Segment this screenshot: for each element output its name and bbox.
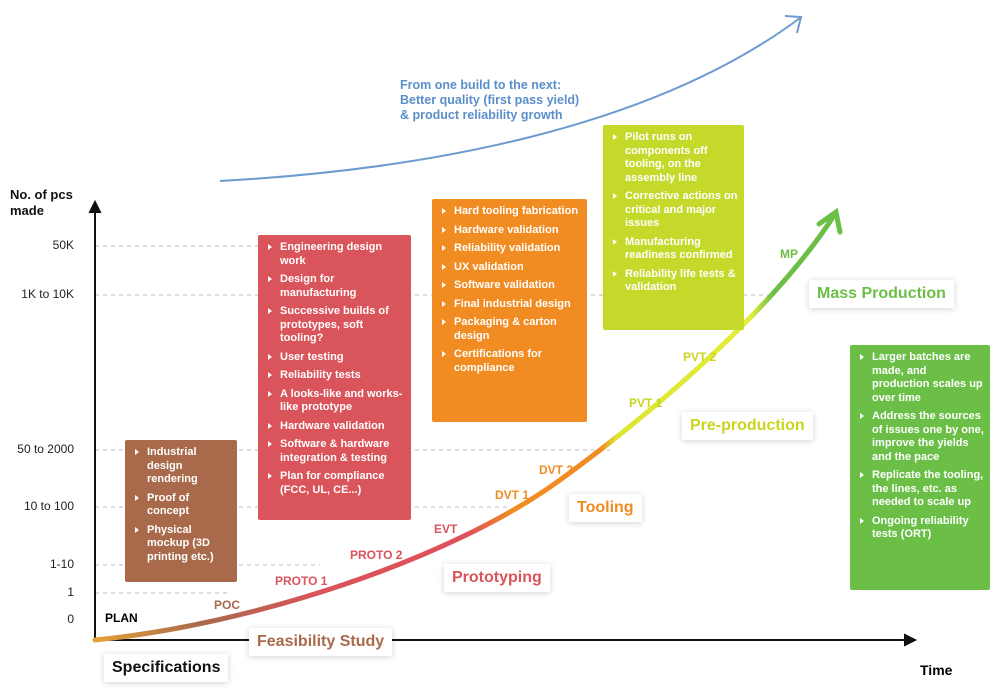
activity-item: Industrial design rendering xyxy=(133,446,231,487)
progress-curve xyxy=(92,211,838,643)
activity-item: Certifications for compliance xyxy=(440,348,581,375)
activity-item: Engineering design work xyxy=(266,241,405,268)
activity-item: A looks-like and works-like prototype xyxy=(266,388,405,415)
activity-item: Ongoing reliability tests (ORT) xyxy=(858,515,984,542)
y-axis-title-line: No. of pcs xyxy=(10,187,73,202)
banner: From one build to the next: Better qualit… xyxy=(400,78,579,123)
y-axis-title: No. of pcs made xyxy=(10,187,73,219)
activity-item: Final industrial design xyxy=(440,298,581,312)
growth-arrow xyxy=(219,17,801,182)
milestone-label: PVT 1 xyxy=(629,396,663,410)
y-tick-label: 50 to 2000 xyxy=(17,442,74,456)
activity-item: Plan for compliance (FCC, UL, CE...) xyxy=(266,470,405,497)
phase-label: Tooling xyxy=(569,494,642,522)
y-tick-label: 10 to 100 xyxy=(23,499,74,513)
y-tick-label: 50K xyxy=(52,238,74,252)
milestone-label: DVT 2 xyxy=(539,463,574,477)
specifications-label: Specifications xyxy=(104,654,229,682)
activity-list: Engineering design work Design for manufa… xyxy=(266,241,405,497)
milestone-label: POC xyxy=(214,598,241,612)
phase-label: Prototyping xyxy=(444,564,550,592)
activity-box: Engineering design work Design for manufa… xyxy=(258,235,411,520)
activity-item: Reliability life tests & validation xyxy=(611,268,738,295)
x-arrowhead xyxy=(903,633,918,647)
activity-item: Address the sources of issues one by one… xyxy=(858,410,984,464)
milestone-label: MP xyxy=(780,247,798,261)
phase-label: Feasibility Study xyxy=(249,628,393,656)
milestone-label: PROTO 1 xyxy=(275,574,328,588)
y-arrowhead xyxy=(88,199,102,214)
milestone-label: PVT 2 xyxy=(683,350,717,364)
activity-item: Reliability validation xyxy=(440,242,581,256)
milestone-label: EVT xyxy=(434,522,458,536)
activity-list: Hard tooling fabrication Hardware validat… xyxy=(440,205,581,375)
activity-item: Design for manufacturing xyxy=(266,273,405,300)
activity-item: Reliability tests xyxy=(266,369,405,383)
activity-item: Pilot runs on components off tooling, on… xyxy=(611,131,738,185)
milestone-label: PROTO 2 xyxy=(350,548,403,562)
activity-item: Software validation xyxy=(440,279,581,293)
activity-item: Manufacturing readiness confirmed xyxy=(611,236,738,263)
activity-item: Larger batches are made, and production … xyxy=(858,351,984,405)
activity-box: Industrial design rendering Proof of conc… xyxy=(125,440,237,582)
activity-item: Proof of concept xyxy=(133,492,231,519)
y-tick-label: 1 xyxy=(67,585,74,599)
activity-item: Hard tooling fabrication xyxy=(440,205,581,219)
y-tick-label: 0 xyxy=(67,612,74,626)
y-tick-label: 1-10 xyxy=(49,557,74,571)
milestone-label: DVT 1 xyxy=(495,488,530,502)
banner-line: Better quality (first pass yield) xyxy=(400,93,580,107)
activity-item: Replicate the tooling, the lines, etc. a… xyxy=(858,469,984,510)
activity-item: Successive builds of prototypes, soft to… xyxy=(266,305,405,346)
activity-item: Software & hardware integration & testin… xyxy=(266,438,405,465)
activity-list: Industrial design rendering Proof of conc… xyxy=(133,446,231,564)
activity-item: Hardware validation xyxy=(266,420,405,434)
growth-arrowhead xyxy=(784,15,803,34)
x-axis-title: Time xyxy=(920,662,953,678)
activity-item: UX validation xyxy=(440,261,581,275)
activity-box: Pilot runs on components off tooling, on… xyxy=(603,125,744,330)
progress-arrowhead xyxy=(816,207,843,235)
activity-item: Packaging & carton design xyxy=(440,316,581,343)
activity-box: Hard tooling fabrication Hardware validat… xyxy=(432,199,587,422)
banner-line: From one build to the next: xyxy=(400,78,562,92)
activity-item: User testing xyxy=(266,351,405,365)
banner-line: & product reliability growth xyxy=(400,108,563,122)
activity-item: Hardware validation xyxy=(440,224,581,238)
activity-item: Corrective actions on critical and major… xyxy=(611,190,738,231)
phase-label: Mass Production xyxy=(809,280,954,308)
activity-box: Larger batches are made, and production … xyxy=(850,345,990,590)
activity-item: Physical mockup (3D printing etc.) xyxy=(133,524,231,565)
activity-list: Pilot runs on components off tooling, on… xyxy=(611,131,738,295)
plan-label: PLAN xyxy=(105,611,138,625)
activity-list: Larger batches are made, and production … xyxy=(858,351,984,542)
phase-label: Pre-production xyxy=(682,412,813,440)
y-tick-label: 1K to 10K xyxy=(21,287,74,301)
y-axis-title-line: made xyxy=(10,203,44,218)
